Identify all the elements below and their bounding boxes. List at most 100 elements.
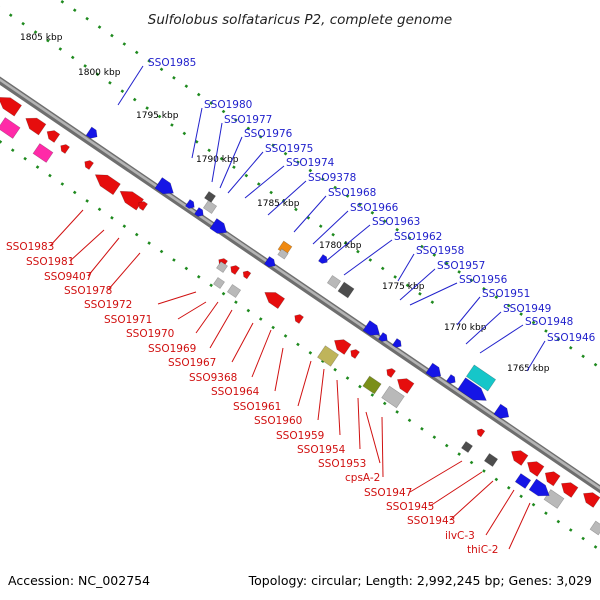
gene-arrow xyxy=(294,314,304,324)
gene-label[interactable]: SSO1961 xyxy=(233,401,281,413)
gene-label[interactable]: SSO1953 xyxy=(318,458,366,470)
gene-label[interactable]: thiC-2 xyxy=(467,544,499,556)
track-dot xyxy=(21,21,25,26)
gene-label[interactable]: SSO9368 xyxy=(189,372,237,384)
track-dot xyxy=(58,47,63,51)
gene-label[interactable]: SSO1946 xyxy=(547,332,596,344)
track-dot xyxy=(95,72,100,77)
genome-backbone xyxy=(0,76,600,494)
gene-label[interactable]: SSO1985 xyxy=(148,57,196,69)
track-dot xyxy=(593,545,598,549)
track-dot xyxy=(544,511,548,516)
track-dot xyxy=(382,401,387,406)
track-dot xyxy=(519,494,523,499)
gene-arrow xyxy=(277,248,289,260)
gene-label[interactable]: SSO9407 xyxy=(44,271,92,283)
gene-label[interactable]: SSO1978 xyxy=(64,285,112,297)
gene-arrow xyxy=(425,362,442,378)
topology-label: Topology: circular; Length: 2,992,245 bp… xyxy=(248,573,592,588)
track-dot xyxy=(122,224,127,229)
gene-label[interactable]: SSO1959 xyxy=(276,430,324,442)
gene-arrow xyxy=(204,191,216,203)
track-dot xyxy=(556,519,561,524)
callout-line xyxy=(357,397,361,450)
callout-line xyxy=(336,379,341,436)
callout-line xyxy=(397,253,415,282)
track-dot xyxy=(232,165,236,170)
gene-label[interactable]: SSO1947 xyxy=(364,487,412,499)
track-dot xyxy=(482,287,486,291)
gene-label[interactable]: SSO1972 xyxy=(84,299,132,311)
gene-label[interactable]: SSO1967 xyxy=(168,357,216,369)
track-dot xyxy=(370,393,375,397)
gene-label[interactable]: SSO1945 xyxy=(386,501,434,513)
gene-label[interactable]: SSO1981 xyxy=(26,256,74,268)
track-dot xyxy=(358,384,362,389)
dot-tracks xyxy=(0,0,598,549)
track-dot xyxy=(258,135,263,139)
gene-label[interactable]: SSO1976 xyxy=(244,128,293,140)
gene-label[interactable]: SSO1966 xyxy=(350,202,399,214)
gene-label[interactable]: cpsA-2 xyxy=(345,472,380,484)
callout-line xyxy=(231,322,254,363)
track-dot xyxy=(294,207,298,212)
gene-arrow xyxy=(263,256,276,268)
gene-label[interactable]: SSO1956 xyxy=(459,274,508,286)
gene-arrow xyxy=(154,177,174,195)
track-dot xyxy=(320,177,325,181)
gene-label[interactable]: SSO1964 xyxy=(211,386,260,398)
track-dot xyxy=(83,64,87,68)
gene-label[interactable]: SSO1951 xyxy=(482,288,530,300)
gene-label[interactable]: SSO1975 xyxy=(265,143,313,155)
gene-label[interactable]: SSO1971 xyxy=(104,314,152,326)
ruler-label: 1780 kbp xyxy=(319,241,362,251)
track-dot xyxy=(244,173,249,178)
gene-label[interactable]: SSO1974 xyxy=(286,157,335,169)
callout-line xyxy=(107,252,141,291)
gene-arrow xyxy=(544,471,561,487)
track-dot xyxy=(283,334,288,338)
callout-line xyxy=(244,165,285,199)
track-dot xyxy=(331,232,335,237)
gene-label[interactable]: SSO1970 xyxy=(126,328,174,340)
gene-label[interactable]: SSO1962 xyxy=(394,231,442,243)
track-dot xyxy=(457,452,461,456)
gene-label[interactable]: SSO1980 xyxy=(204,99,252,111)
callout-line xyxy=(317,368,325,421)
gene-label[interactable]: SSO1943 xyxy=(407,515,455,527)
gene-label[interactable]: SSO1969 xyxy=(148,343,196,355)
track-dot xyxy=(184,84,189,89)
track-dot xyxy=(207,148,211,153)
gene-label[interactable]: SSO1983 xyxy=(6,241,54,253)
gene-arrow xyxy=(381,385,405,409)
callout-line xyxy=(485,489,515,536)
gene-label[interactable]: SSO1960 xyxy=(254,415,302,427)
track-dot xyxy=(132,97,137,102)
gene-label[interactable]: SSO1949 xyxy=(503,303,551,315)
track-dot xyxy=(271,143,275,148)
track-dot xyxy=(593,362,598,367)
gene-label[interactable]: ilvC-3 xyxy=(445,530,475,542)
gene-arrow xyxy=(362,375,382,395)
gene-label[interactable]: SSO1968 xyxy=(328,187,376,199)
track-dot xyxy=(35,165,40,169)
gene-label[interactable]: SSO1963 xyxy=(372,216,420,228)
gene-label[interactable]: SSO9378 xyxy=(308,172,356,184)
gene-label[interactable]: SSO1948 xyxy=(525,316,573,328)
callout-line xyxy=(297,360,312,407)
track-dot xyxy=(296,342,300,347)
callout-line xyxy=(117,65,144,106)
gene-label[interactable]: SSO1958 xyxy=(416,245,464,257)
gene-label[interactable]: SSO1977 xyxy=(224,114,272,126)
track-dot xyxy=(271,325,275,330)
gene-label[interactable]: SSO1954 xyxy=(297,444,346,456)
track-dot xyxy=(269,190,273,195)
track-dot xyxy=(544,329,548,333)
track-dot xyxy=(531,320,536,325)
track-dot xyxy=(134,232,139,237)
track-dot xyxy=(110,33,114,38)
track-dot xyxy=(10,148,15,153)
callout-line xyxy=(312,210,349,245)
track-dot xyxy=(256,182,261,186)
gene-label[interactable]: SSO1957 xyxy=(437,260,485,272)
